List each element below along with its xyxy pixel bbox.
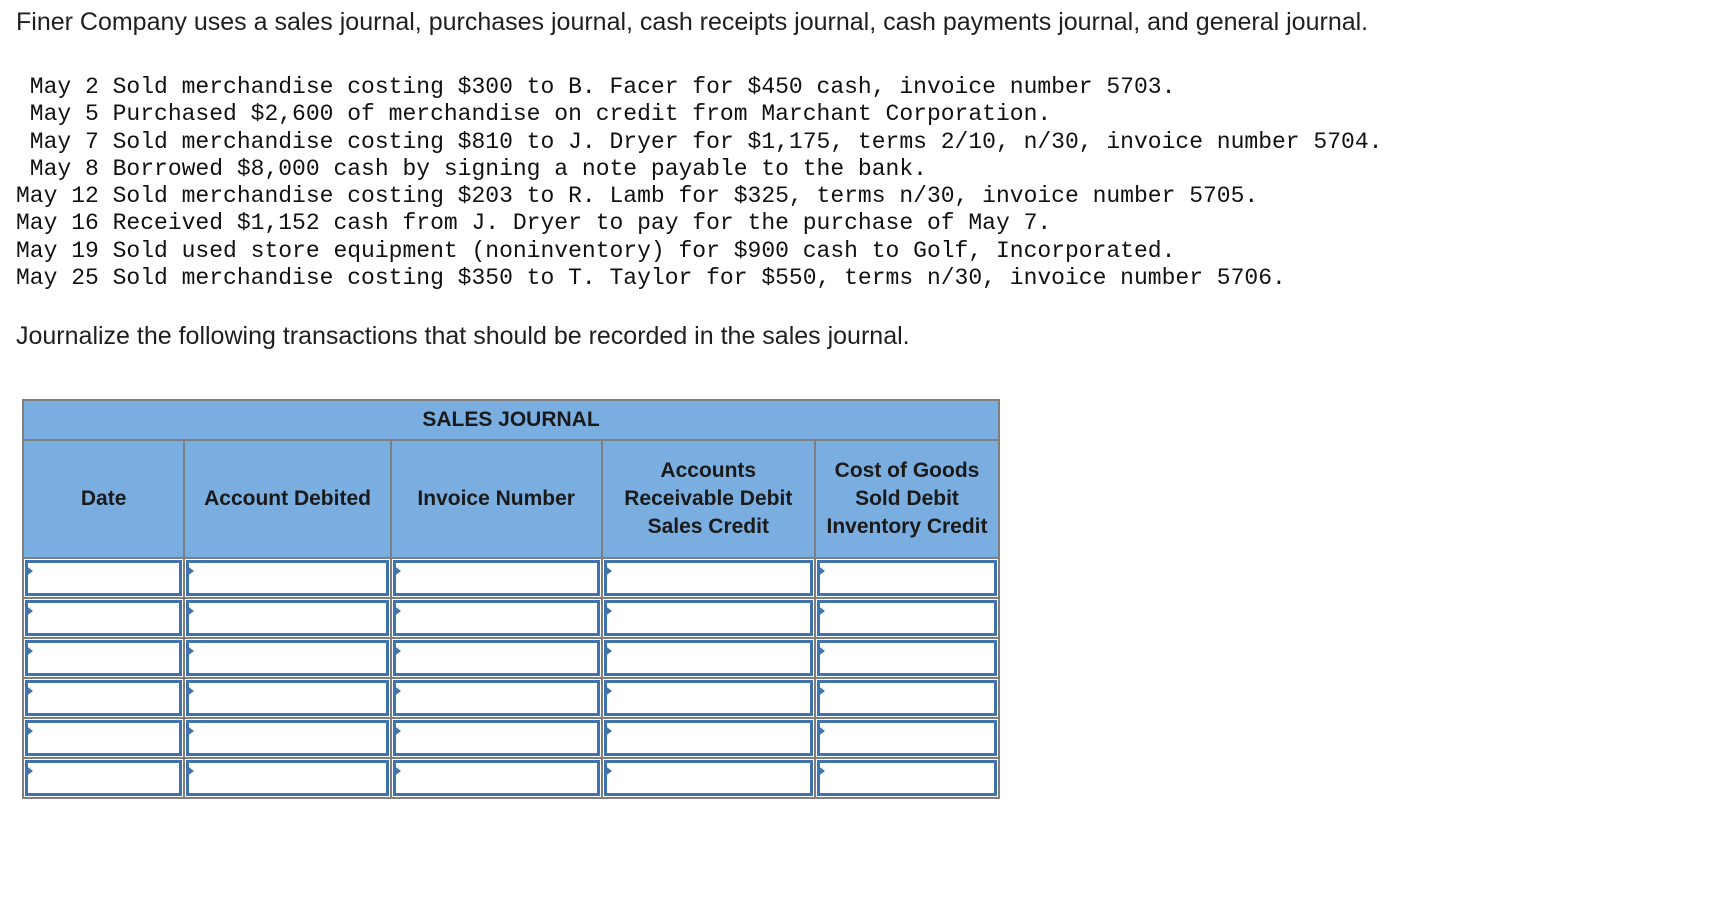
cell-account-debited [183, 637, 392, 679]
invoice-number-input[interactable] [392, 720, 600, 756]
intro-text: Finer Company uses a sales journal, purc… [16, 8, 1369, 36]
accounts-receivable-sales-input[interactable] [603, 600, 814, 636]
cogs-inventory-input[interactable] [817, 760, 997, 796]
date-input[interactable] [25, 720, 183, 756]
transaction-line: May 25 Sold merchandise costing $350 to … [16, 265, 1286, 292]
transaction-line: May 12 Sold merchandise costing $203 to … [16, 183, 1259, 210]
invoice-number-input[interactable] [392, 600, 600, 636]
cell-account-debited [183, 677, 392, 719]
cell-account-debited [183, 717, 392, 759]
cell-accounts-receivable-sales [600, 557, 817, 599]
cogs-inventory-input[interactable] [817, 720, 997, 756]
date-input[interactable] [25, 680, 183, 716]
invoice-number-input[interactable] [392, 680, 600, 716]
transaction-line: May 2 Sold merchandise costing $300 to B… [16, 74, 1176, 100]
cell-date [21, 637, 186, 679]
cell-cogs-inventory [814, 637, 1000, 679]
cell-date [21, 557, 186, 599]
cell-invoice-number [389, 637, 603, 679]
journal-row [21, 677, 1000, 719]
account-debited-input[interactable] [186, 720, 389, 756]
transaction-line: May 16 Received $1,152 cash from J. Drye… [16, 210, 1052, 237]
accounts-receivable-sales-input[interactable] [603, 720, 814, 756]
sales-journal-table: SALES JOURNAL Date Account Debited Invoice… [21, 399, 1000, 799]
cell-invoice-number [389, 757, 603, 799]
account-debited-input[interactable] [186, 640, 389, 676]
cell-account-debited [183, 597, 392, 639]
journal-row [21, 757, 1000, 799]
accounts-receivable-sales-input[interactable] [603, 640, 814, 676]
column-header-accounts-receivable-sales: Accounts Receivable Debit Sales Credit [600, 439, 817, 559]
journal-row [21, 557, 1000, 599]
transaction-line: May 19 Sold used store equipment (noninv… [16, 237, 1176, 264]
transaction-line: May 7 Sold merchandise costing $810 to J… [16, 128, 1383, 155]
cell-cogs-inventory [814, 717, 1000, 759]
account-debited-input[interactable] [186, 600, 389, 636]
invoice-number-input[interactable] [392, 560, 600, 596]
cell-invoice-number [389, 557, 603, 599]
account-debited-input[interactable] [186, 760, 389, 796]
date-input[interactable] [25, 600, 183, 636]
cell-accounts-receivable-sales [600, 677, 817, 719]
date-input[interactable] [25, 760, 183, 796]
cell-cogs-inventory [814, 757, 1000, 799]
cell-cogs-inventory [814, 677, 1000, 719]
cell-accounts-receivable-sales [600, 757, 817, 799]
cell-account-debited [183, 757, 392, 799]
transaction-list: May 2 Sold merchandise costing $300 to B… [16, 74, 1382, 292]
cell-date [21, 717, 186, 759]
cell-date [21, 757, 186, 799]
journal-row [21, 597, 1000, 639]
cogs-inventory-input[interactable] [817, 560, 997, 596]
transaction-line: May 5 Purchased $2,600 of merchandise on… [16, 101, 1052, 128]
cell-date [21, 597, 186, 639]
cogs-inventory-input[interactable] [817, 600, 997, 636]
cell-date [21, 677, 186, 719]
cell-account-debited [183, 557, 392, 599]
journal-title: SALES JOURNAL [22, 399, 1000, 441]
invoice-number-input[interactable] [392, 640, 600, 676]
cell-accounts-receivable-sales [600, 597, 817, 639]
journal-row [21, 637, 1000, 679]
instruction-text: Journalize the following transactions th… [16, 322, 910, 350]
cell-accounts-receivable-sales [600, 717, 817, 759]
column-header-account-debited: Account Debited [183, 439, 392, 559]
column-header-date: Date [21, 439, 186, 559]
column-header-cogs-inventory: Cost of Goods Sold Debit Inventory Credi… [814, 439, 1000, 559]
accounts-receivable-sales-input[interactable] [603, 680, 814, 716]
cell-accounts-receivable-sales [600, 637, 817, 679]
accounts-receivable-sales-input[interactable] [603, 560, 814, 596]
accounts-receivable-sales-input[interactable] [603, 760, 814, 796]
cell-invoice-number [389, 677, 603, 719]
date-input[interactable] [25, 640, 183, 676]
column-header-invoice-number: Invoice Number [389, 439, 603, 559]
account-debited-input[interactable] [186, 560, 389, 596]
cell-cogs-inventory [814, 557, 1000, 599]
cogs-inventory-input[interactable] [817, 640, 997, 676]
cell-cogs-inventory [814, 597, 1000, 639]
transaction-line: May 8 Borrowed $8,000 cash by signing a … [16, 155, 927, 182]
journal-row [21, 717, 1000, 759]
invoice-number-input[interactable] [392, 760, 600, 796]
cogs-inventory-input[interactable] [817, 680, 997, 716]
cell-invoice-number [389, 597, 603, 639]
date-input[interactable] [25, 560, 183, 596]
account-debited-input[interactable] [186, 680, 389, 716]
cell-invoice-number [389, 717, 603, 759]
